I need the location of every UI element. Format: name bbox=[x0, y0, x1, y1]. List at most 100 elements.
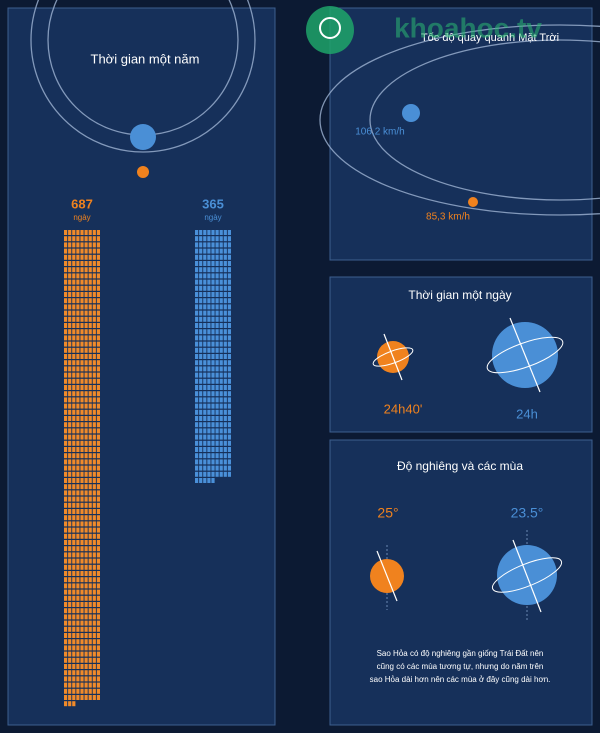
day-cell bbox=[96, 385, 100, 390]
day-cell bbox=[84, 478, 88, 483]
day-cell bbox=[96, 676, 100, 682]
day-cell bbox=[92, 521, 96, 527]
day-cell bbox=[72, 378, 76, 384]
day-cell bbox=[227, 354, 231, 359]
day-cell bbox=[76, 285, 80, 291]
day-cell bbox=[211, 465, 215, 471]
day-cell bbox=[92, 502, 96, 508]
note-line: cũng có các mùa tương tự, nhưng do năm t… bbox=[377, 662, 544, 671]
day-cell bbox=[215, 267, 219, 273]
day-cell bbox=[199, 236, 203, 242]
day-cell bbox=[72, 676, 76, 682]
day-cell bbox=[219, 409, 223, 415]
day-cell bbox=[199, 354, 203, 359]
day-cell bbox=[223, 273, 227, 279]
day-cell bbox=[68, 254, 72, 260]
day-cell bbox=[72, 230, 76, 235]
day-cell bbox=[84, 527, 88, 533]
day-cell bbox=[84, 595, 88, 601]
day-cell bbox=[72, 639, 76, 645]
day-cell bbox=[68, 292, 72, 297]
day-cell bbox=[207, 397, 211, 403]
day-cell bbox=[96, 515, 100, 521]
day-cell bbox=[92, 316, 96, 322]
day-cell bbox=[88, 298, 92, 304]
day-cell bbox=[92, 564, 96, 570]
day-cell bbox=[227, 273, 231, 279]
day-cell bbox=[84, 502, 88, 508]
day-cell bbox=[207, 242, 211, 248]
day-cell bbox=[88, 403, 92, 409]
day-cell bbox=[68, 583, 72, 589]
day-cell bbox=[88, 310, 92, 316]
day-cell bbox=[199, 453, 203, 459]
day-cell bbox=[203, 459, 207, 465]
day-cell bbox=[96, 552, 100, 558]
day-cell bbox=[219, 428, 223, 434]
day-cell bbox=[76, 354, 80, 359]
day-cell bbox=[207, 292, 211, 297]
day-cell bbox=[72, 447, 76, 452]
day-cell bbox=[227, 391, 231, 397]
day-cell bbox=[88, 564, 92, 570]
day-cell bbox=[80, 261, 84, 266]
day-cell bbox=[72, 285, 76, 291]
day-cell bbox=[72, 372, 76, 378]
day-cell bbox=[199, 279, 203, 285]
day-cell bbox=[199, 261, 203, 266]
day-cell bbox=[219, 403, 223, 409]
day-cell bbox=[96, 360, 100, 366]
day-cell bbox=[80, 533, 84, 539]
day-cell bbox=[68, 285, 72, 291]
day-cell bbox=[227, 440, 231, 446]
earth-axis bbox=[512, 539, 542, 613]
day-cell bbox=[219, 236, 223, 242]
day-cell bbox=[80, 378, 84, 384]
day-cell bbox=[84, 422, 88, 428]
day-cell bbox=[203, 248, 207, 254]
day-cell bbox=[68, 490, 72, 496]
day-cell bbox=[199, 434, 203, 440]
day-cell bbox=[195, 230, 199, 235]
day-cell bbox=[64, 341, 68, 347]
day-cell bbox=[68, 440, 72, 446]
day-cell bbox=[80, 428, 84, 434]
day-cell bbox=[96, 502, 100, 508]
day-cell bbox=[203, 279, 207, 285]
day-cell bbox=[76, 310, 80, 316]
day-cell bbox=[72, 304, 76, 310]
day-cell bbox=[76, 478, 80, 483]
day-cell bbox=[223, 409, 227, 415]
day-cell bbox=[195, 440, 199, 446]
day-cell bbox=[92, 583, 96, 589]
day-cell bbox=[211, 391, 215, 397]
day-cell bbox=[72, 254, 76, 260]
day-cell bbox=[76, 633, 80, 638]
day-cell bbox=[64, 440, 68, 446]
day-cell bbox=[227, 298, 231, 304]
day-cell bbox=[88, 397, 92, 403]
day-cell bbox=[88, 583, 92, 589]
day-cell bbox=[96, 595, 100, 601]
day-cell bbox=[207, 304, 211, 310]
day-cell bbox=[92, 478, 96, 483]
day-cell bbox=[203, 323, 207, 328]
day-cell bbox=[68, 366, 72, 372]
day-cell bbox=[92, 496, 96, 502]
day-cell bbox=[64, 571, 68, 576]
day-cell bbox=[227, 465, 231, 471]
day-cell bbox=[199, 316, 203, 322]
day-cell bbox=[92, 335, 96, 341]
day-cell bbox=[68, 614, 72, 620]
day-cell bbox=[195, 254, 199, 260]
day-cell bbox=[84, 230, 88, 235]
day-cell bbox=[203, 329, 207, 335]
day-cell bbox=[80, 397, 84, 403]
day-cell bbox=[76, 279, 80, 285]
day-cell bbox=[80, 242, 84, 248]
day-cell bbox=[88, 236, 92, 242]
day-cell bbox=[92, 608, 96, 614]
day-cell bbox=[80, 614, 84, 620]
day-cell bbox=[195, 471, 199, 477]
day-cell bbox=[88, 478, 92, 483]
